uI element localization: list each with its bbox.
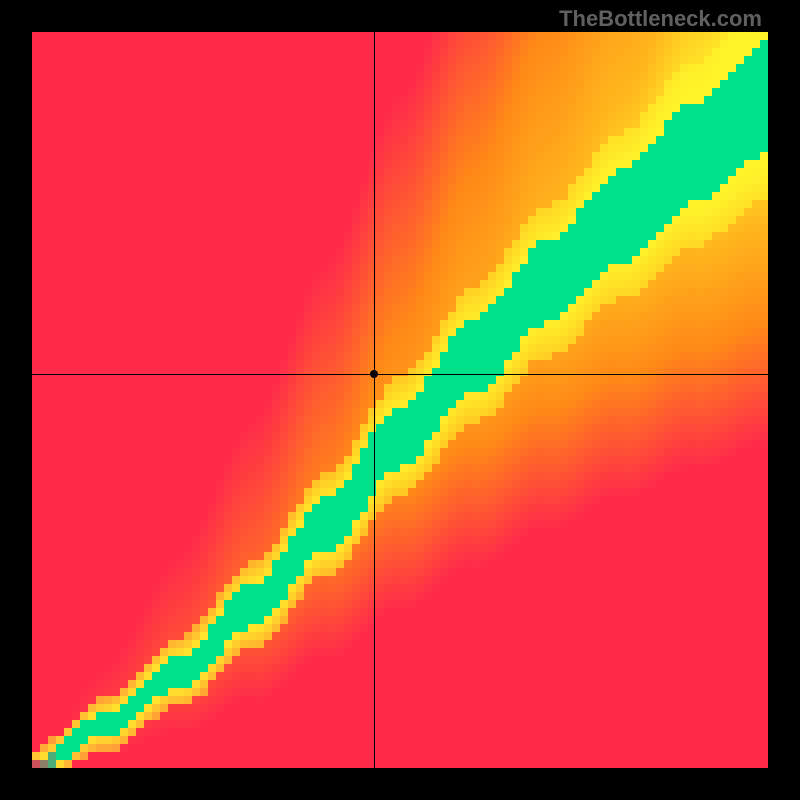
heatmap-canvas: [32, 32, 768, 768]
crosshair-horizontal: [32, 374, 768, 375]
watermark-text: TheBottleneck.com: [559, 6, 762, 32]
heatmap-plot: [32, 32, 768, 768]
crosshair-vertical: [374, 32, 375, 768]
crosshair-dot: [370, 370, 378, 378]
